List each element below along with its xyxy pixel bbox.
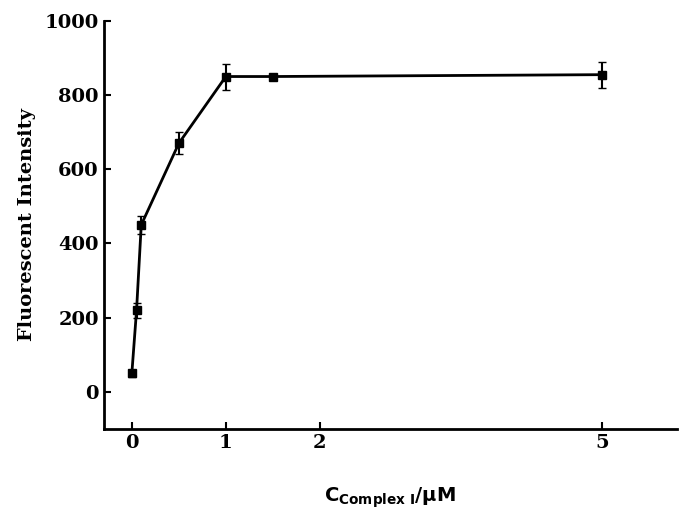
Y-axis label: Fluorescent Intensity: Fluorescent Intensity	[18, 108, 36, 342]
Text: $\mathbf{C}_{\mathbf{Complex\ I}}\mathbf{/\mu M}$: $\mathbf{C}_{\mathbf{Complex\ I}}\mathbf…	[325, 486, 456, 510]
